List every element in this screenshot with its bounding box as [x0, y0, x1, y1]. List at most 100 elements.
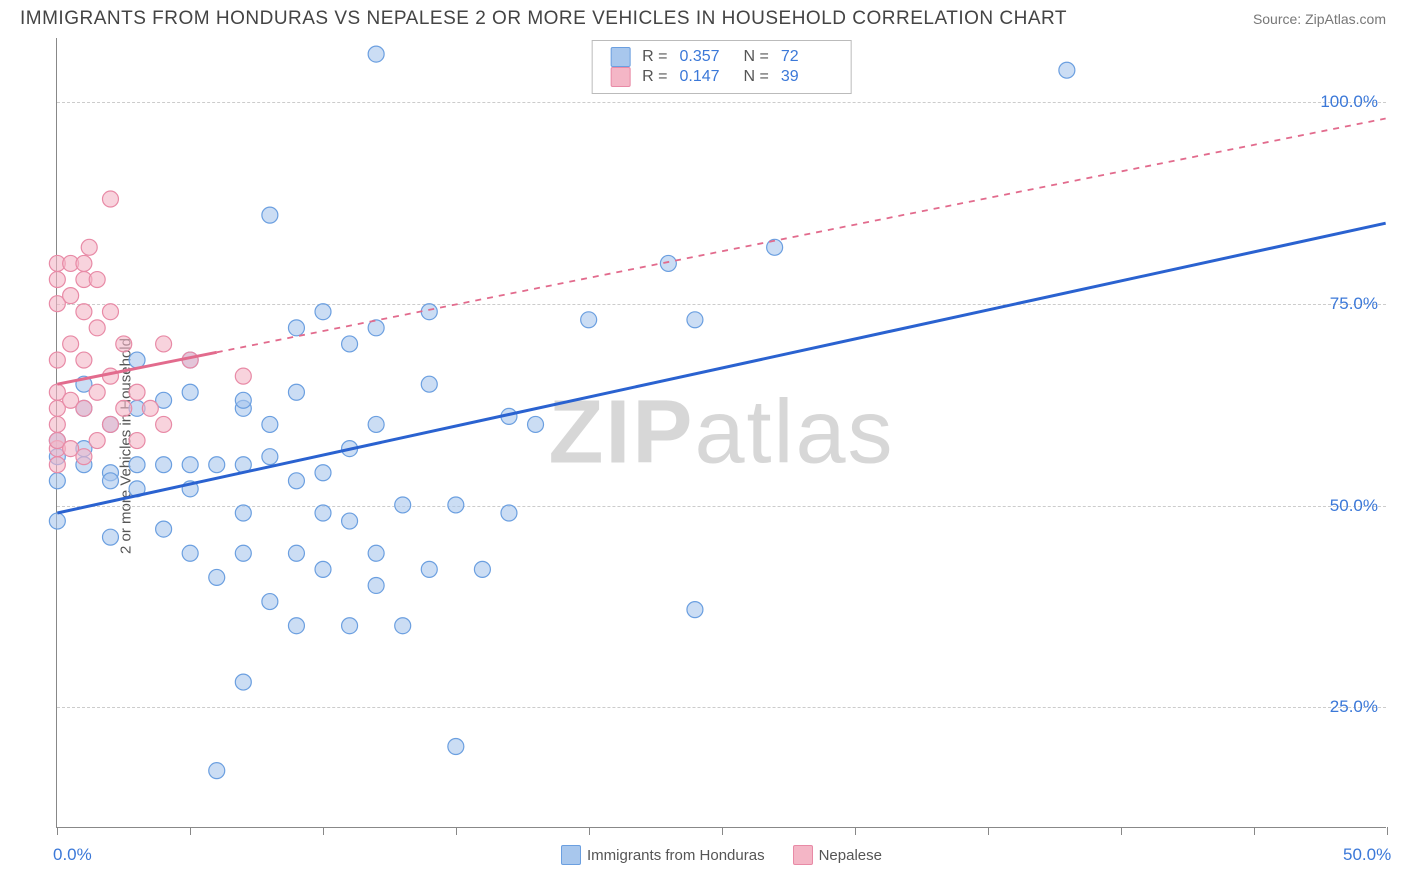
scatter-point-honduras: [448, 497, 464, 513]
legend-label: Immigrants from Honduras: [587, 847, 765, 864]
scatter-point-honduras: [49, 513, 65, 529]
scatter-point-honduras: [315, 465, 331, 481]
scatter-point-honduras: [368, 545, 384, 561]
scatter-point-honduras: [262, 207, 278, 223]
scatter-point-nepalese: [63, 288, 79, 304]
scatter-point-honduras: [528, 416, 544, 432]
scatter-point-honduras: [262, 449, 278, 465]
scatter-point-nepalese: [76, 352, 92, 368]
scatter-point-honduras: [421, 304, 437, 320]
scatter-point-nepalese: [116, 336, 132, 352]
scatter-point-honduras: [474, 561, 490, 577]
trendline-honduras: [57, 223, 1385, 513]
scatter-point-honduras: [421, 561, 437, 577]
x-tick: [1254, 827, 1255, 835]
scatter-point-honduras: [342, 336, 358, 352]
scatter-point-nepalese: [129, 433, 145, 449]
scatter-point-nepalese: [81, 239, 97, 255]
scatter-point-honduras: [288, 320, 304, 336]
scatter-point-nepalese: [89, 320, 105, 336]
stat-n-label: N =: [744, 48, 769, 66]
scatter-point-nepalese: [76, 255, 92, 271]
x-tick: [855, 827, 856, 835]
scatter-point-honduras: [687, 602, 703, 618]
legend-swatch: [561, 845, 581, 865]
scatter-point-nepalese: [63, 336, 79, 352]
stat-swatch: [610, 67, 630, 87]
scatter-point-honduras: [315, 505, 331, 521]
legend-label: Nepalese: [819, 847, 882, 864]
chart-source: Source: ZipAtlas.com: [1253, 11, 1386, 27]
scatter-point-honduras: [395, 497, 411, 513]
scatter-point-honduras: [156, 521, 172, 537]
x-tick: [190, 827, 191, 835]
scatter-point-honduras: [209, 763, 225, 779]
scatter-point-honduras: [288, 384, 304, 400]
scatter-point-honduras: [235, 505, 251, 521]
stat-row: R = 0.357 N = 72: [610, 47, 833, 67]
scatter-point-honduras: [156, 457, 172, 473]
scatter-point-honduras: [448, 738, 464, 754]
scatter-point-honduras: [368, 46, 384, 62]
trendline-dashed-nepalese: [217, 119, 1386, 353]
stat-swatch: [610, 47, 630, 67]
scatter-point-honduras: [395, 618, 411, 634]
x-tick: [57, 827, 58, 835]
scatter-point-honduras: [288, 545, 304, 561]
stat-n-value: 39: [781, 68, 833, 86]
stat-n-label: N =: [744, 68, 769, 86]
x-tick: [722, 827, 723, 835]
chart-header: IMMIGRANTS FROM HONDURAS VS NEPALESE 2 O…: [0, 0, 1406, 34]
scatter-point-honduras: [235, 674, 251, 690]
scatter-point-honduras: [1059, 62, 1075, 78]
stat-r-value: 0.357: [680, 48, 732, 66]
x-tick: [1387, 827, 1388, 835]
scatter-point-honduras: [368, 416, 384, 432]
legend-item: Immigrants from Honduras: [561, 845, 765, 865]
scatter-point-nepalese: [129, 384, 145, 400]
scatter-point-nepalese: [76, 400, 92, 416]
scatter-point-honduras: [102, 529, 118, 545]
scatter-point-honduras: [501, 505, 517, 521]
scatter-point-nepalese: [49, 457, 65, 473]
scatter-plot-svg: [57, 38, 1386, 827]
scatter-point-honduras: [49, 473, 65, 489]
x-tick: [988, 827, 989, 835]
scatter-point-honduras: [342, 513, 358, 529]
stat-r-label: R =: [642, 68, 667, 86]
scatter-point-honduras: [235, 545, 251, 561]
scatter-point-honduras: [315, 561, 331, 577]
scatter-point-nepalese: [142, 400, 158, 416]
scatter-point-nepalese: [156, 336, 172, 352]
stat-n-value: 72: [781, 48, 833, 66]
x-tick: [323, 827, 324, 835]
stat-r-value: 0.147: [680, 68, 732, 86]
x-tick: [1121, 827, 1122, 835]
stat-r-label: R =: [642, 48, 667, 66]
scatter-point-nepalese: [116, 400, 132, 416]
scatter-point-nepalese: [49, 416, 65, 432]
scatter-point-nepalese: [102, 191, 118, 207]
scatter-point-honduras: [581, 312, 597, 328]
scatter-point-nepalese: [76, 304, 92, 320]
scatter-point-honduras: [182, 384, 198, 400]
scatter-point-honduras: [182, 545, 198, 561]
scatter-point-honduras: [262, 594, 278, 610]
scatter-point-nepalese: [102, 304, 118, 320]
scatter-point-nepalese: [49, 272, 65, 288]
scatter-point-honduras: [421, 376, 437, 392]
bottom-legend: Immigrants from Honduras Nepalese: [57, 845, 1386, 865]
scatter-point-nepalese: [89, 272, 105, 288]
scatter-point-honduras: [182, 457, 198, 473]
scatter-point-honduras: [288, 473, 304, 489]
scatter-point-honduras: [315, 304, 331, 320]
chart-title: IMMIGRANTS FROM HONDURAS VS NEPALESE 2 O…: [20, 8, 1067, 30]
correlation-stat-box: R = 0.357 N = 72 R = 0.147 N = 39: [591, 40, 852, 94]
scatter-point-honduras: [235, 392, 251, 408]
scatter-point-nepalese: [156, 416, 172, 432]
legend-swatch: [793, 845, 813, 865]
stat-row: R = 0.147 N = 39: [610, 67, 833, 87]
scatter-point-honduras: [342, 618, 358, 634]
chart-plot-area: ZIPatlas R =0.357N =72R =0.147N =39 25.0…: [56, 38, 1386, 828]
x-tick: [456, 827, 457, 835]
